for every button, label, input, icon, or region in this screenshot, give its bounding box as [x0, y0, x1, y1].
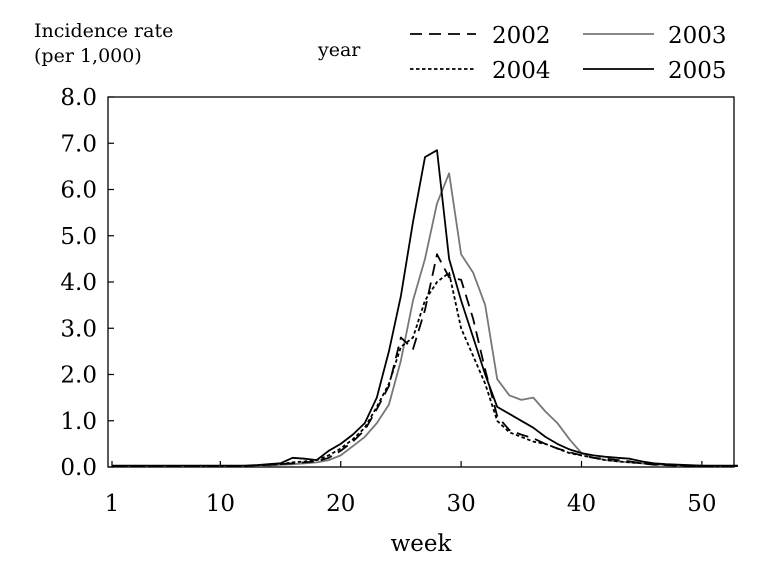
plot-frame	[107, 96, 735, 468]
y-tick-label: 3.0	[60, 316, 97, 342]
y-tick-label: 2.0	[60, 363, 97, 389]
series-line-2002	[112, 253, 738, 468]
y-axis-title-line2: (per 1,000)	[34, 45, 142, 67]
legend-items: 2002 2003 2004 2005	[410, 23, 727, 84]
series-layer	[112, 149, 738, 468]
series-line-2003	[112, 172, 738, 468]
y-tick-label: 0.0	[60, 455, 97, 481]
y-tick-label: 4.0	[60, 270, 97, 296]
y-tick-label: 7.0	[60, 131, 97, 157]
legend-title: year	[317, 39, 361, 61]
legend-label-2003: 2003	[668, 23, 727, 49]
y-tick-label: 8.0	[60, 85, 97, 111]
y-axis-title-line1: Incidence rate	[34, 20, 173, 42]
x-tick-label: 30	[446, 491, 475, 517]
series-line-2005	[112, 149, 738, 467]
legend: year 2002 2003 2004 2005	[317, 23, 727, 84]
x-tick-label: 40	[567, 491, 596, 517]
y-tick-label: 5.0	[60, 224, 97, 250]
x-tick-label: 20	[326, 491, 355, 517]
x-tick-label: 10	[206, 491, 235, 517]
x-tick-label: 1	[105, 491, 120, 517]
x-axis-title: week	[391, 531, 453, 557]
x-tick-label: 50	[687, 491, 716, 517]
legend-label-2002: 2002	[492, 23, 551, 49]
axis-ticks: 0.0 1.0 2.0 3.0 4.0 5.0 6.0 7.0 8.0 1 10 20 30 40 50	[60, 85, 716, 517]
legend-label-2005: 2005	[668, 58, 727, 84]
y-tick-label: 6.0	[60, 178, 97, 204]
y-tick-label: 1.0	[60, 409, 97, 435]
legend-label-2004: 2004	[492, 58, 551, 84]
series-line-2004	[112, 271, 738, 468]
